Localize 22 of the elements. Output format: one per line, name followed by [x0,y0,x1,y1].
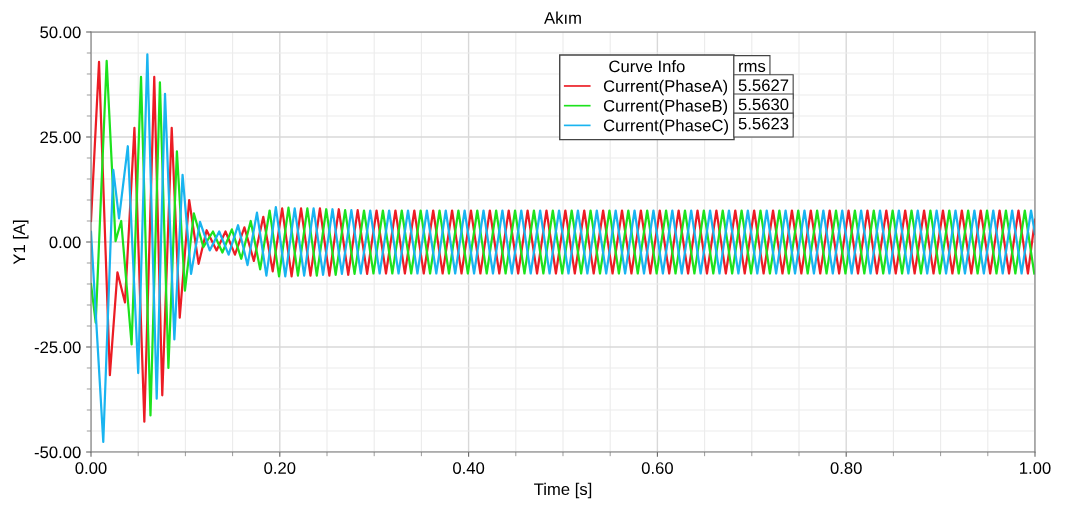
y-tick-label: 0.00 [49,236,81,249]
x-tick-label: 0.40 [453,462,485,474]
x-tick-label: 1.00 [1020,462,1051,474]
legend-title: Curve Info [609,60,685,73]
x-tick-label: 0.20 [264,462,296,474]
annotation: 5.5623 [738,117,789,130]
legend-label: Current(PhaseC) [603,119,728,135]
x-axis-title: Time [s] [534,482,592,499]
legend-label: Current(PhaseA) [603,79,728,96]
annotation: 5.5627 [738,79,789,92]
y-tick-label: -25.00 [34,341,81,354]
x-tick-label: 0.00 [75,462,107,474]
annotation: rms [739,62,766,73]
x-tick-label: 0.80 [830,462,862,474]
y-tick-label: 50.00 [40,26,81,39]
y-tick-label: -50.00 [34,446,81,459]
y-tick-label: 25.00 [40,131,81,144]
annotation: 5.5630 [738,98,789,111]
y-axis-title: Y1 [A] [12,220,29,265]
legend-label: Current(PhaseB) [603,99,728,115]
x-tick-label: 0.60 [641,462,673,474]
chart-title: Akım [544,11,581,24]
